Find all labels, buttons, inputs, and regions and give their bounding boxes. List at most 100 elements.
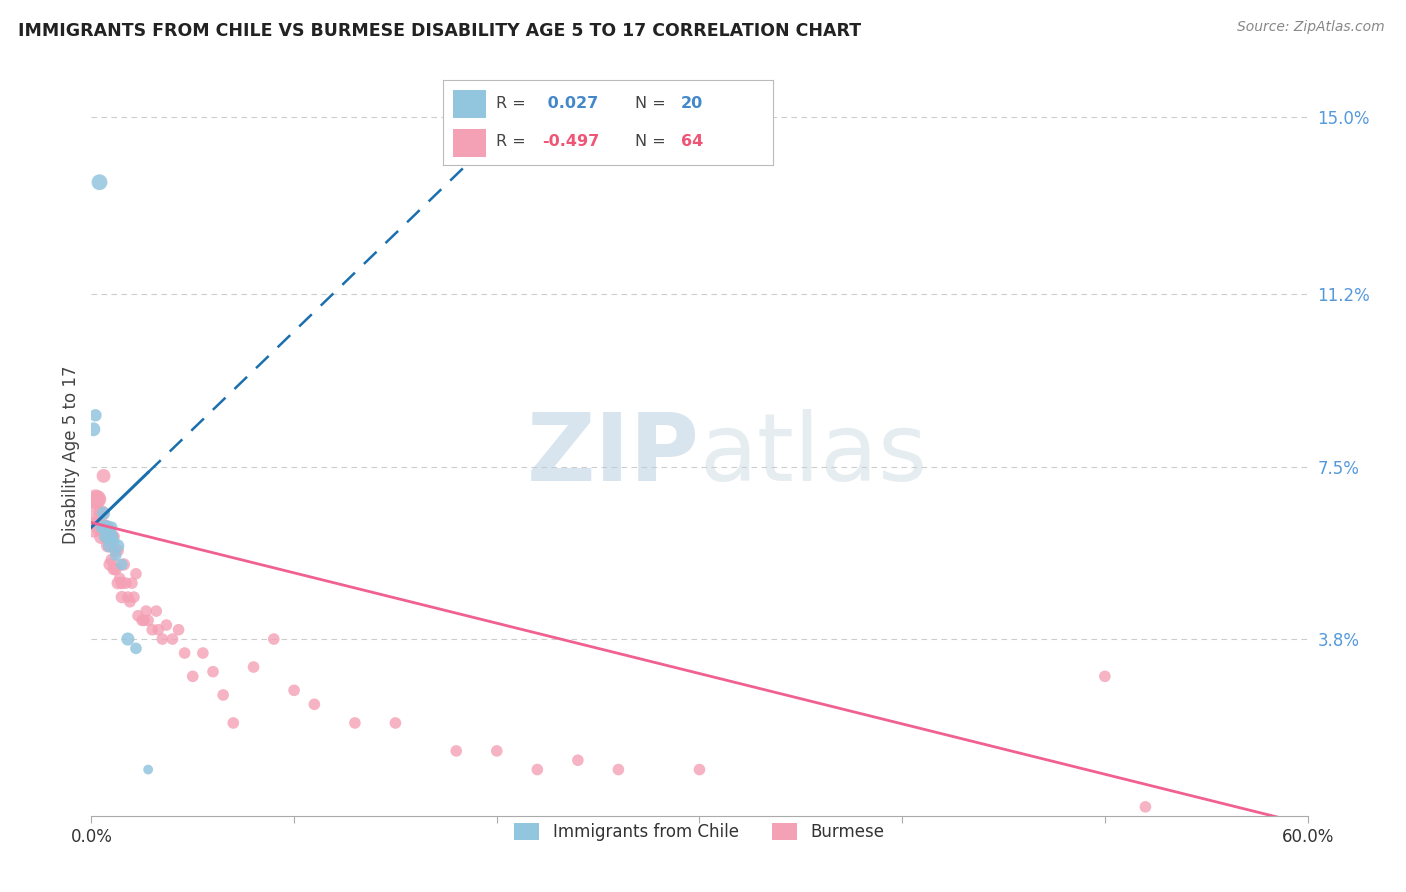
Point [97,529,120,543]
Point [100,529,122,543]
Text: Source: ZipAtlas.com: Source: ZipAtlas.com [1237,20,1385,34]
Point [98,558,121,572]
Point [141,623,163,637]
Point [103,534,125,549]
Point [98,524,121,539]
Point [242,660,264,674]
Point [100,553,122,567]
Point [607,763,630,777]
Point [111,590,134,604]
Text: N =: N = [634,96,671,112]
Point [283,683,305,698]
Text: -0.497: -0.497 [543,134,599,149]
Point [107,576,129,591]
Point [121,576,143,591]
Point [97,529,120,543]
Point [107,543,129,558]
Point [89,520,111,534]
Point [122,590,145,604]
Point [104,548,127,562]
Point [118,595,141,609]
Point [107,539,129,553]
Point [90,506,112,520]
Point [111,576,134,591]
Point [125,641,148,656]
Point [526,763,548,777]
Point [150,632,173,646]
Point [89,175,111,189]
Point [111,558,134,572]
Point [181,669,204,683]
Point [94,529,117,543]
Point [93,469,115,483]
Point [94,520,117,534]
Point [263,632,285,646]
Text: 20: 20 [681,96,703,112]
Point [191,646,214,660]
Point [117,590,139,604]
Point [94,520,117,534]
Point [82,422,104,436]
Point [135,604,157,618]
Point [132,614,155,628]
Point [148,623,170,637]
Point [108,571,131,585]
Text: IMMIGRANTS FROM CHILE VS BURMESE DISABILITY AGE 5 TO 17 CORRELATION CHART: IMMIGRANTS FROM CHILE VS BURMESE DISABIL… [18,22,862,40]
Text: R =: R = [496,96,530,112]
Point [444,744,467,758]
Text: ZIP: ZIP [527,409,699,501]
Point [112,558,135,572]
Point [103,562,125,576]
Text: 64: 64 [681,134,703,149]
Bar [453,89,486,118]
Text: 0.027: 0.027 [543,96,599,112]
Point [97,539,120,553]
Point [136,614,159,628]
Point [98,539,121,553]
Point [127,608,149,623]
Point [98,539,121,553]
Point [173,646,195,660]
Text: N =: N = [634,134,671,149]
Point [136,763,159,777]
Point [384,715,406,730]
Point [84,409,107,423]
Point [100,520,122,534]
Point [167,623,190,637]
Point [115,576,138,591]
Point [222,715,245,730]
Point [82,520,104,534]
Text: atlas: atlas [699,409,928,501]
Point [1135,800,1157,814]
Point [117,632,139,646]
Point [202,665,225,679]
Legend: Immigrants from Chile, Burmese: Immigrants from Chile, Burmese [508,816,891,847]
Point [145,604,167,618]
Point [212,688,235,702]
Point [94,529,117,543]
Point [84,492,107,507]
Bar [453,128,486,157]
Point [100,529,122,543]
Point [93,506,115,520]
Point [304,698,326,712]
Point [103,529,125,543]
Point [97,520,120,534]
Point [162,632,184,646]
Text: R =: R = [496,134,530,149]
Point [343,715,366,730]
Y-axis label: Disability Age 5 to 17: Disability Age 5 to 17 [62,366,80,544]
Point [1094,669,1116,683]
Point [104,562,127,576]
Point [485,744,508,758]
Point [86,492,108,507]
Point [84,506,107,520]
Point [90,529,112,543]
Point [155,618,177,632]
Point [688,763,710,777]
Point [567,753,589,767]
Point [131,614,153,628]
Point [90,520,112,534]
Point [104,543,127,558]
Point [125,566,148,581]
